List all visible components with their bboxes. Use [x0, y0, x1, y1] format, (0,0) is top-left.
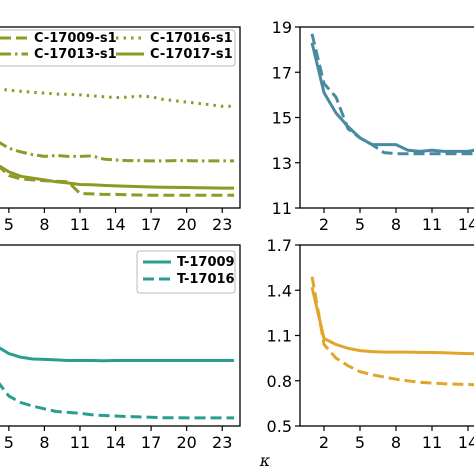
x-tick-label: 5: [4, 215, 14, 234]
series-line-t-17009: [0, 346, 235, 363]
y-tick-label: 15: [272, 109, 292, 128]
series-line-c-17017-s1: [0, 164, 235, 190]
axes-frame: [0, 244, 241, 427]
x-tick-label: 14: [105, 433, 125, 452]
panel-top-right: 2 5 8 11 14 11 13 15 17 19: [272, 18, 474, 234]
y-tick-label: 17: [272, 63, 292, 82]
x-tick-label: 23: [212, 215, 232, 234]
y-tick-label: 13: [272, 154, 292, 173]
panel-bottom-left: 5 8 11 14 17 20 23 T-17009 T-17016: [0, 244, 241, 452]
y-tick-label: 0.5: [267, 417, 292, 436]
series-line-c-17016-s1: [0, 87, 235, 108]
x-tick-label: 14: [458, 215, 474, 234]
series-line-2: [310, 33, 474, 156]
x-tick-label: 8: [39, 433, 49, 452]
series-line-t-17016: [0, 382, 235, 420]
axes-frame: [0, 26, 241, 209]
series-line-c-17009-s1: [0, 165, 235, 197]
legend-label: T-17009: [177, 255, 235, 270]
x-tick-label: 14: [458, 433, 474, 452]
x-tick-label: 5: [355, 215, 365, 234]
legend: C-17009-s1 C-17016-s1 C-17013-s1 C-17017-s1: [0, 29, 236, 67]
x-tick-label: 11: [70, 215, 90, 234]
legend-label: C-17009-s1: [34, 31, 117, 46]
y-tick-label: 19: [272, 18, 292, 37]
x-tick-label: 23: [212, 433, 232, 452]
axes-frame: [299, 26, 474, 209]
x-axis-label: κ: [259, 451, 271, 470]
series-line-c-17013-s1: [0, 141, 235, 163]
y-tick-label: 11: [272, 199, 292, 218]
y-tick-label: 0.8: [267, 372, 292, 391]
legend-label: C-17013-s1: [34, 47, 117, 62]
x-tick-label: 8: [391, 215, 401, 234]
legend: T-17009 T-17016: [136, 250, 236, 294]
x-tick-label: 5: [355, 433, 365, 452]
x-tick-label: 20: [176, 215, 196, 234]
axes-frame: [299, 244, 474, 427]
y-tick-label: 1.4: [267, 281, 292, 300]
legend-label: T-17016: [177, 272, 235, 287]
x-tick-label: 11: [70, 433, 90, 452]
x-tick-label: 20: [176, 433, 196, 452]
panel-bottom-right: 2 5 8 11 14 0.5 0.8 1.1 1.4 1.7 κ: [259, 236, 474, 470]
x-tick-label: 8: [391, 433, 401, 452]
x-tick-label: 11: [422, 215, 442, 234]
y-tick-label: 1.7: [267, 236, 292, 255]
x-tick-label: 17: [141, 215, 161, 234]
x-tick-label: 2: [319, 215, 329, 234]
legend-label: C-17016-s1: [150, 31, 233, 46]
legend-box: [0, 29, 236, 67]
legend-label: C-17017-s1: [150, 47, 233, 62]
x-tick-label: 8: [39, 215, 49, 234]
series-line-1: [310, 286, 474, 356]
x-tick-label: 5: [4, 433, 14, 452]
panel-top-left: 5 8 11 14 17 20 23 C-17009-s1 C-17016-s1 C-17013-…: [0, 26, 241, 234]
x-tick-label: 2: [319, 433, 329, 452]
x-tick-label: 14: [105, 215, 125, 234]
x-tick-label: 11: [422, 433, 442, 452]
series-line-1: [310, 42, 474, 153]
x-tick-label: 17: [141, 433, 161, 452]
y-tick-label: 1.1: [267, 327, 292, 346]
series-line-2: [310, 276, 474, 387]
